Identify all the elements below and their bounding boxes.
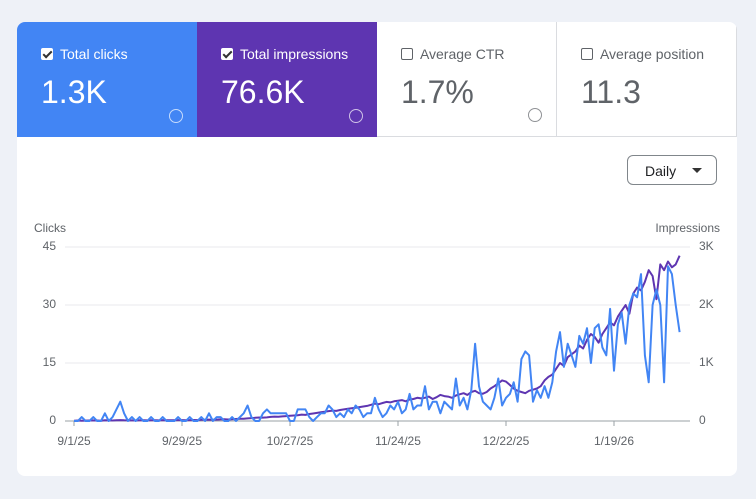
y-tick-label: 30 — [43, 297, 57, 311]
metric-label: Total impressions — [220, 46, 377, 62]
x-tick-label: 11/24/25 — [375, 434, 421, 448]
checkbox[interactable] — [580, 48, 593, 60]
help-icon[interactable] — [168, 109, 183, 123]
metric-tab[interactable]: Total impressions 76.6K — [196, 22, 377, 137]
metric-value: 11.3 — [580, 74, 641, 110]
x-tick-label: 12/22/25 — [483, 434, 530, 448]
help-icon[interactable] — [527, 108, 542, 122]
metric-name: Average position — [599, 46, 705, 62]
metric-value: 76.6K — [220, 74, 305, 110]
y-tick-label: 45 — [43, 239, 57, 253]
series-line — [74, 265, 681, 422]
y-axis-title: Clicks — [34, 221, 66, 235]
performance-card: Total clicks 1.3K Total impressions 76.6K Av… — [17, 22, 737, 476]
date-granularity-dropdown[interactable]: Daily — [627, 155, 717, 185]
metric-tabs: Total clicks 1.3K Total impressions 76.6K Av… — [17, 22, 737, 137]
y-tick-label: 15 — [43, 355, 57, 369]
metric-tab[interactable]: Total clicks 1.3K — [17, 22, 197, 137]
y2-tick-label: 2K — [699, 297, 714, 311]
x-tick-label: 1/19/26 — [594, 434, 634, 448]
y2-tick-label: 1K — [699, 355, 714, 369]
x-tick-label: 9/29/25 — [162, 434, 202, 448]
checkbox[interactable] — [400, 48, 413, 60]
metric-tab[interactable]: Average CTR 1.7% — [376, 22, 557, 137]
metric-name: Average CTR — [419, 46, 505, 62]
metric-label: Total clicks — [41, 46, 197, 62]
x-tick-label: 10/27/25 — [267, 434, 314, 448]
y2-tick-label: 3K — [699, 239, 714, 253]
checkbox[interactable] — [220, 48, 233, 60]
metric-name: Total impressions — [239, 46, 349, 62]
y-tick-label: 0 — [49, 413, 56, 427]
checkbox[interactable] — [41, 48, 53, 60]
metric-label: Average position — [580, 46, 736, 62]
x-tick-label: 9/1/25 — [57, 434, 91, 448]
y2-axis-title: Impressions — [655, 221, 720, 235]
metric-tab[interactable]: Average position 11.3 — [556, 22, 737, 137]
y2-tick-label: 0 — [699, 413, 706, 427]
metric-label: Average CTR — [400, 46, 556, 62]
metric-value: 1.7% — [400, 74, 474, 110]
metric-name: Total clicks — [60, 46, 128, 62]
help-icon[interactable] — [348, 109, 363, 123]
metric-value: 1.3K — [41, 74, 107, 110]
